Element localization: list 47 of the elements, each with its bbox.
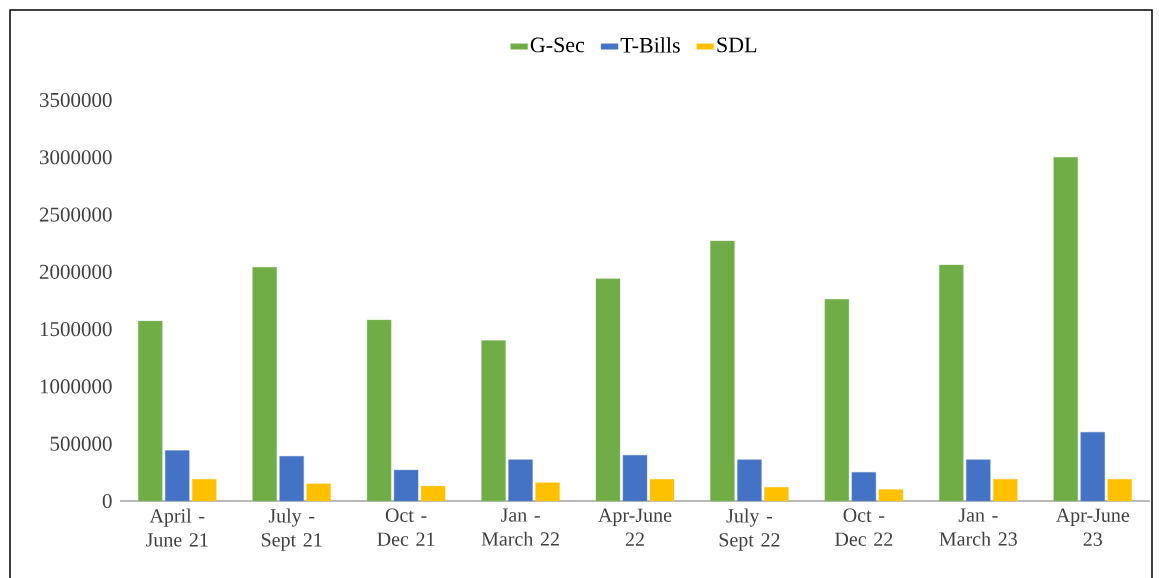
x-tick-label: Apr-June 23 — [1055, 508, 1130, 546]
bar — [710, 240, 735, 502]
bar — [535, 482, 560, 502]
x-tick-label: Oct - Dec 22 — [835, 508, 893, 546]
x-tick-label: July - Sept 22 — [719, 508, 780, 551]
y-tick-label: 3500000 — [39, 92, 112, 108]
bar — [878, 489, 904, 502]
y-tick-label: 0 — [102, 493, 112, 509]
x-tick-label: Jan - March 22 — [481, 508, 559, 546]
y-tick-label: 1000000 — [40, 379, 112, 394]
bar — [939, 264, 964, 502]
bar — [824, 299, 850, 502]
bar — [252, 267, 277, 502]
bar — [306, 483, 331, 502]
bar — [737, 459, 762, 502]
x-tick-label: Apr-June 22 — [598, 508, 672, 546]
bar — [366, 319, 392, 502]
bar — [138, 320, 163, 502]
bar — [420, 485, 446, 502]
bar — [764, 487, 789, 502]
bar — [993, 479, 1018, 502]
bar — [192, 479, 217, 502]
y-tick-label: 2000000 — [39, 264, 112, 279]
bar — [966, 459, 991, 502]
bar — [165, 450, 190, 502]
y-tick-label: 2500000 — [39, 207, 112, 222]
x-tick-label: Oct - Dec 21 — [377, 508, 435, 546]
bar — [279, 456, 304, 502]
y-tick-label: 3000000 — [39, 150, 112, 165]
y-tick-label: 1500000 — [40, 322, 112, 337]
bar — [1107, 479, 1132, 502]
bar — [622, 454, 648, 502]
bar — [1053, 157, 1078, 502]
bar — [508, 459, 533, 502]
legend-label: G-Sec — [530, 37, 585, 53]
bar — [851, 472, 877, 502]
bar — [393, 469, 419, 502]
bar — [595, 278, 621, 502]
bar — [481, 340, 506, 502]
legend-label: SDL — [717, 37, 757, 53]
bar — [649, 479, 675, 502]
bar — [1080, 432, 1105, 502]
x-tick-label: Jan - March 23 — [939, 508, 1017, 546]
x-tick-label: April - June 21 — [145, 508, 208, 547]
x-tick-label: July - Sept 21 — [261, 508, 322, 551]
y-tick-label: 500000 — [50, 436, 112, 451]
legend-label: T-Bills — [620, 37, 680, 53]
